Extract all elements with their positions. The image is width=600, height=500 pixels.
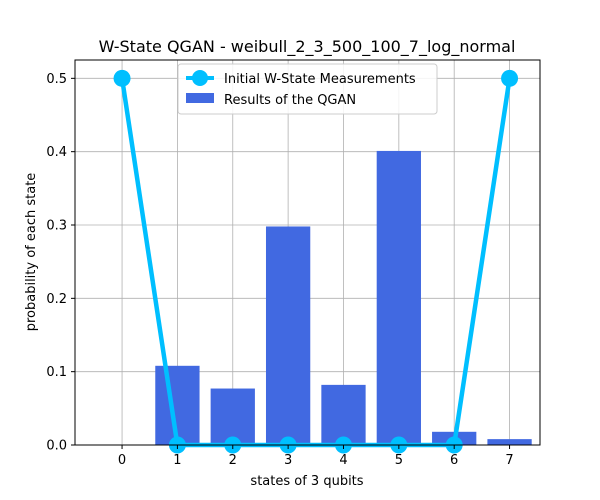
legend-label-line: Initial W-State Measurements: [224, 72, 416, 87]
y-tick-label: 0.1: [46, 365, 67, 380]
y-tick-label: 0.3: [46, 219, 67, 234]
bar: [210, 388, 255, 445]
x-tick-label: 4: [339, 453, 347, 468]
x-tick-label: 1: [173, 453, 181, 468]
plot-frame: [74, 59, 541, 446]
bar-series: [155, 150, 532, 445]
x-tick-label: 3: [284, 453, 292, 468]
legend-marker-swatch: [192, 70, 208, 86]
x-tick-label: 2: [229, 453, 237, 468]
chart-title: W-State QGAN - weibull_2_3_500_100_7_log…: [99, 37, 516, 57]
legend-label-bar: Results of the QGAN: [224, 93, 356, 108]
legend-bar-swatch: [186, 93, 214, 103]
legend-box: [177, 63, 438, 115]
y-tick-label: 0.2: [46, 292, 67, 307]
x-axis-label: states of 3 qubits: [250, 474, 363, 489]
line-point: [501, 69, 519, 87]
y-tick-label: 0.0: [46, 439, 67, 454]
x-tick-label: 0: [118, 453, 126, 468]
bar: [265, 226, 311, 445]
bar: [321, 384, 366, 445]
x-tick-label: 5: [395, 453, 403, 468]
y-axis-label: probability of each state: [24, 173, 39, 332]
legend: Initial W-State Measurements Results of …: [177, 63, 438, 115]
line-point: [113, 69, 131, 87]
bar: [487, 439, 532, 445]
axis-ticks: 0 1 2 3 4 5 6 7 0.0 0.1 0.2 0.3 0.4 0.5: [46, 72, 513, 468]
y-tick-label: 0.4: [46, 145, 67, 160]
x-tick-label: 7: [505, 453, 513, 468]
y-tick-label: 0.5: [46, 72, 67, 87]
bar: [376, 150, 421, 445]
x-tick-label: 6: [450, 453, 458, 468]
